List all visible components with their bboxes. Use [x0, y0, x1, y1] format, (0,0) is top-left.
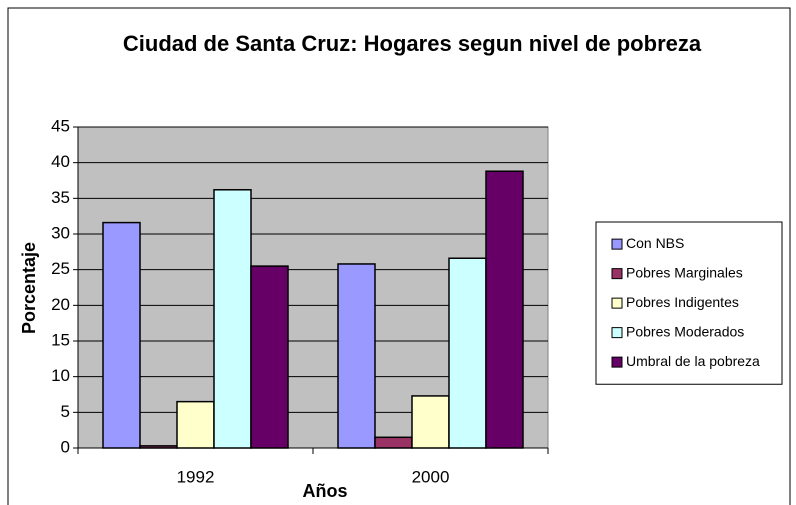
y-axis-label: Porcentaje	[19, 242, 39, 334]
legend-label: Con NBS	[626, 235, 684, 251]
y-tick-label: 30	[51, 223, 70, 242]
legend-box	[595, 221, 783, 385]
legend-swatch	[611, 238, 623, 250]
legend-label: Pobres Indigentes	[626, 294, 739, 310]
legend-swatch	[611, 327, 623, 339]
bar	[485, 170, 524, 449]
bar	[176, 400, 215, 449]
x-tick-label: 2000	[412, 467, 450, 486]
legend-label: Umbral de la pobreza	[626, 353, 760, 369]
legend-label: Pobres Marginales	[626, 264, 743, 280]
legend-label: Pobres Moderados	[626, 323, 744, 339]
y-tick-label: 0	[61, 437, 70, 456]
bar	[250, 265, 289, 449]
bar	[448, 257, 487, 449]
bar	[337, 263, 376, 449]
bar	[139, 445, 178, 449]
x-axis-label: Años	[303, 481, 348, 501]
legend-swatch	[611, 268, 623, 280]
y-tick-label: 20	[51, 295, 70, 314]
bar	[102, 221, 141, 449]
bar	[374, 436, 413, 449]
y-tick-label: 45	[51, 116, 70, 135]
y-tick-label: 15	[51, 330, 70, 349]
y-tick-label: 5	[61, 402, 70, 421]
y-tick-label: 35	[51, 188, 70, 207]
y-tick-label: 40	[51, 152, 70, 171]
chart-title: Ciudad de Santa Cruz: Hogares segun nive…	[122, 31, 702, 56]
y-tick-label: 10	[51, 366, 70, 385]
legend-swatch	[611, 356, 623, 368]
bar	[213, 189, 252, 449]
y-tick-label: 25	[51, 259, 70, 278]
legend-swatch	[611, 297, 623, 309]
x-tick-label: 1992	[177, 467, 215, 486]
bar	[411, 395, 450, 449]
